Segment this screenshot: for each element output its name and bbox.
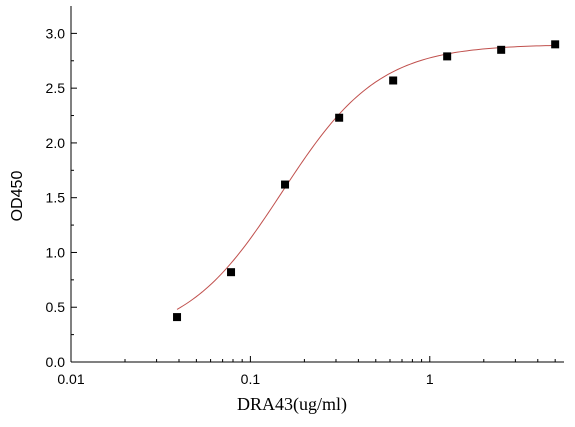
x-tick-label: 0.01 xyxy=(57,371,84,387)
data-points xyxy=(173,40,560,322)
data-point xyxy=(335,113,344,122)
data-point xyxy=(389,76,398,85)
data-point xyxy=(173,313,182,322)
data-point xyxy=(443,52,452,61)
y-tick-label: 1.5 xyxy=(46,190,66,206)
y-tick-label: 2.0 xyxy=(46,135,66,151)
data-point xyxy=(227,268,236,277)
y-tick-label: 3.0 xyxy=(46,25,66,41)
y-tick-label: 0.0 xyxy=(46,354,66,370)
x-tick-label: 0.1 xyxy=(241,371,261,387)
y-tick-label: 1.0 xyxy=(46,244,66,260)
y-tick-label: 0.5 xyxy=(46,299,66,315)
data-point xyxy=(497,45,506,54)
x-tick-label: 1 xyxy=(426,371,434,387)
data-point xyxy=(551,40,560,49)
data-point xyxy=(281,180,290,189)
x-axis-title: DRA43(ug/ml) xyxy=(237,394,347,415)
y-ticks: 0.0 0.5 1.0 1.5 2.0 2.5 3.0 xyxy=(46,25,77,370)
fit-curve xyxy=(176,44,556,310)
y-axis-title: OD450 xyxy=(9,171,26,222)
axes xyxy=(70,6,564,363)
y-tick-label: 2.5 xyxy=(46,80,66,96)
x-ticks: 0.01 0.1 1 xyxy=(57,356,556,387)
